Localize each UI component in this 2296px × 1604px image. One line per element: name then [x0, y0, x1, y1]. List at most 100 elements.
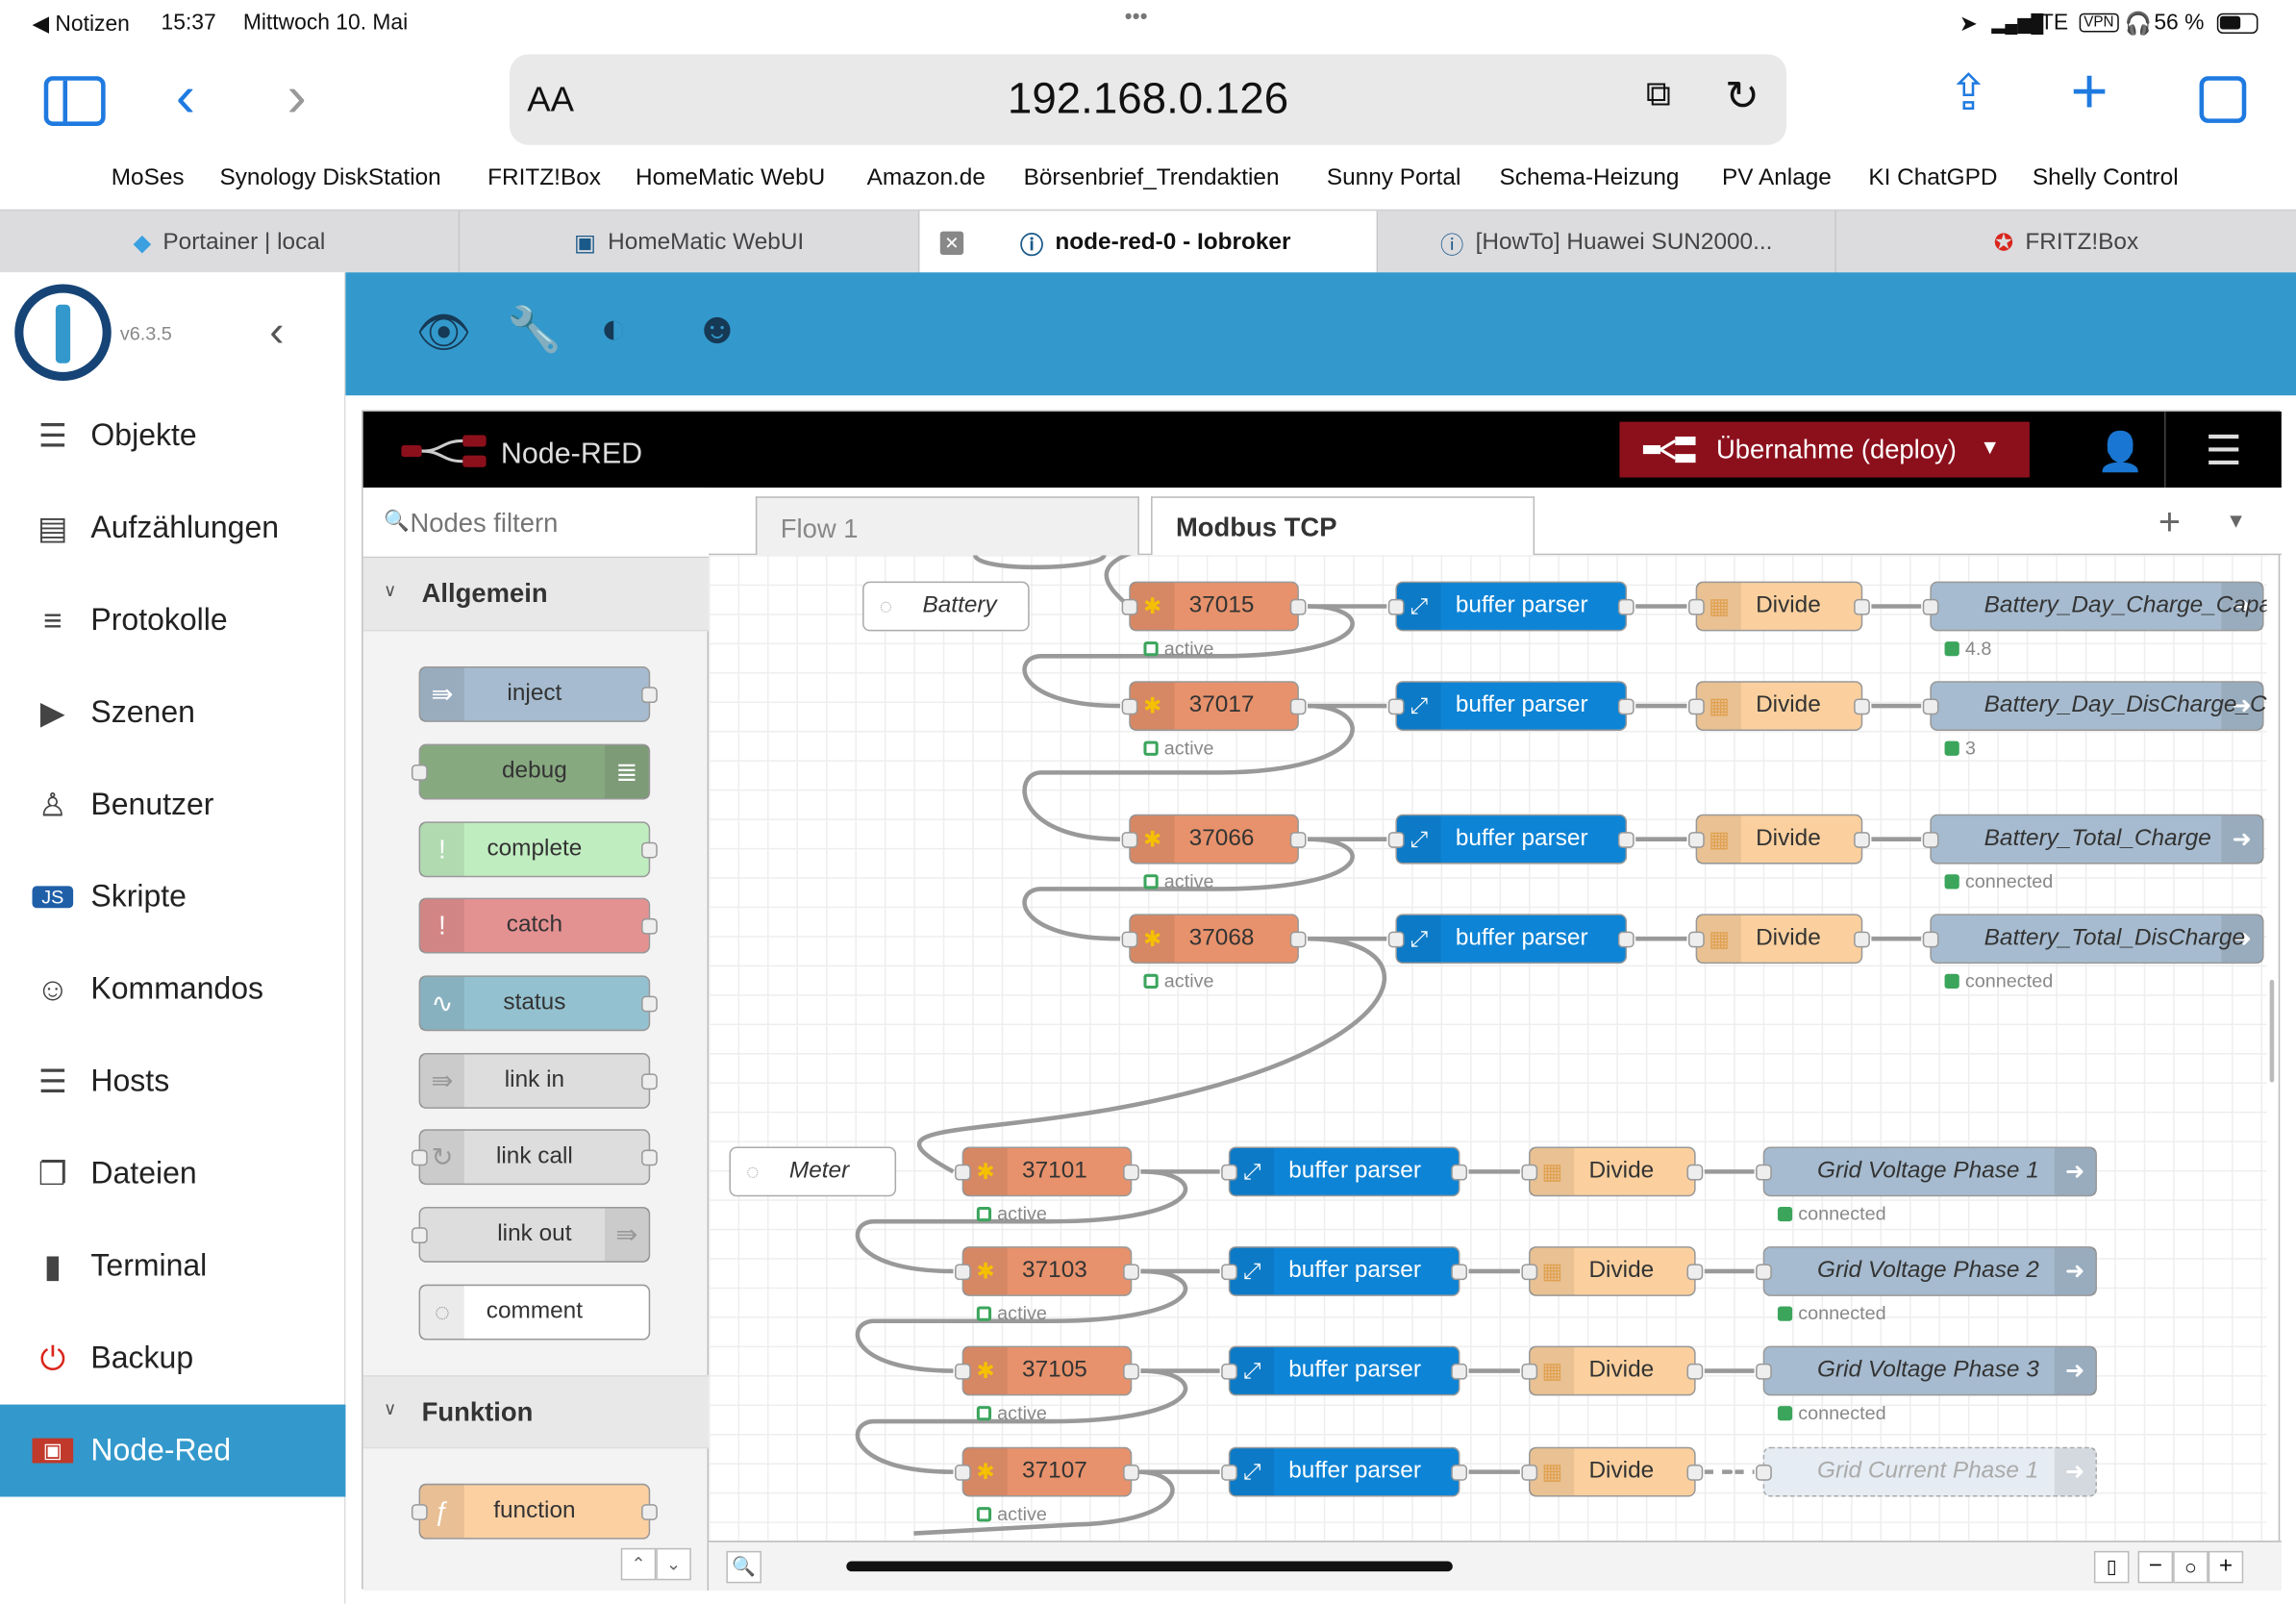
input-port[interactable]: [1521, 1363, 1538, 1380]
divide-node[interactable]: ▦ Divide: [1521, 1345, 1704, 1396]
new-tab-icon[interactable]: +: [2070, 55, 2109, 128]
modbus-getter-node[interactable]: ✱ 37068: [1121, 914, 1307, 965]
input-port[interactable]: [1121, 832, 1138, 848]
palette-node-link-call[interactable]: ↻ link call: [411, 1129, 658, 1186]
category-funktion[interactable]: ∨ Funktion: [362, 1375, 710, 1449]
modbus-getter-node[interactable]: ✱ 37015: [1121, 581, 1307, 632]
search-icon[interactable]: 🔍: [726, 1550, 761, 1584]
output-port[interactable]: [1617, 832, 1635, 848]
input-port[interactable]: [1922, 598, 1939, 615]
buffer-parser-node[interactable]: ⤢ buffer parser: [1221, 1246, 1468, 1296]
map-icon[interactable]: ▯: [2093, 1550, 2130, 1584]
expand-all-icon[interactable]: ⌃: [620, 1547, 657, 1581]
share-icon[interactable]: ⇪: [1947, 65, 1989, 122]
collapse-sidebar-icon[interactable]: ‹: [269, 307, 285, 357]
comment-node-meter[interactable]: ◌ Meter: [729, 1146, 897, 1197]
divide-node[interactable]: ▦ Divide: [1521, 1446, 1704, 1497]
bookmark[interactable]: HomeMatic WebU: [635, 165, 826, 190]
output-port[interactable]: [1617, 598, 1635, 615]
output-port[interactable]: [1123, 1264, 1139, 1281]
input-port[interactable]: [1688, 698, 1705, 715]
input-port[interactable]: [1756, 1363, 1772, 1380]
iobroker-out-node[interactable]: ➜ Grid Voltage Phase 2: [1756, 1246, 2097, 1296]
modbus-getter-node[interactable]: ✱ 37103: [954, 1246, 1139, 1296]
output-port[interactable]: [641, 1149, 658, 1166]
palette-node-status[interactable]: ∿ status: [418, 975, 658, 1032]
tab-flow-1[interactable]: Flow 1: [755, 496, 1139, 556]
input-port[interactable]: [1756, 1465, 1772, 1481]
input-port[interactable]: [1221, 1363, 1237, 1380]
palette-node-catch[interactable]: ! catch: [418, 897, 658, 954]
modbus-getter-node[interactable]: ✱ 37017: [1121, 681, 1307, 731]
iobroker-out-node[interactable]: ➜ Grid Voltage Phase 3: [1756, 1345, 2097, 1396]
url-text[interactable]: 192.168.0.126: [1007, 74, 1289, 123]
input-port[interactable]: [1387, 698, 1405, 715]
input-port[interactable]: [1221, 1164, 1237, 1181]
sidebar-item-hosts[interactable]: ☰ Hosts: [0, 1036, 345, 1128]
palette-node-debug[interactable]: ≣ debug: [411, 743, 651, 800]
buffer-parser-node[interactable]: ⤢ buffer parser: [1221, 1146, 1468, 1197]
palette-node-inject[interactable]: ⇛ inject: [418, 665, 658, 722]
output-port[interactable]: [1686, 1465, 1704, 1481]
zoom-reset-icon[interactable]: ○: [2173, 1550, 2209, 1584]
output-port[interactable]: [1617, 698, 1635, 715]
output-port[interactable]: [641, 1073, 658, 1090]
iobroker-out-node[interactable]: ➜ Battery_Total_DisCharge: [1922, 914, 2264, 965]
output-port[interactable]: [1289, 931, 1307, 948]
input-port[interactable]: [1221, 1465, 1237, 1481]
forward-icon[interactable]: ›: [287, 64, 307, 130]
input-port[interactable]: [1387, 832, 1405, 848]
output-port[interactable]: [1123, 1363, 1139, 1380]
bookmark[interactable]: Börsenbrief_Trendaktien: [1023, 165, 1280, 190]
input-port[interactable]: [1688, 598, 1705, 615]
bookmark[interactable]: Sunny Portal: [1326, 165, 1461, 190]
output-port[interactable]: [641, 995, 658, 1013]
divide-node[interactable]: ▦ Divide: [1688, 681, 1870, 731]
input-port[interactable]: [1521, 1164, 1538, 1181]
deploy-button[interactable]: Übernahme (deploy) ▼: [1619, 421, 2030, 478]
iobroker-out-node[interactable]: ➜ Grid Current Phase 1: [1756, 1446, 2097, 1497]
add-flow-icon[interactable]: +: [2158, 499, 2182, 544]
input-port[interactable]: [1121, 698, 1138, 715]
output-port[interactable]: [1451, 1264, 1468, 1281]
menu-icon[interactable]: ☰: [2205, 427, 2242, 473]
sidebar-item-skripte[interactable]: JS Skripte: [0, 851, 345, 943]
input-port[interactable]: [1756, 1264, 1772, 1281]
divide-node[interactable]: ▦ Divide: [1688, 814, 1870, 865]
palette-node-function[interactable]: ƒ function: [411, 1483, 658, 1540]
browser-tab[interactable]: ✪ FRITZ!Box: [1993, 229, 2139, 256]
extension-icon[interactable]: ⧉: [1645, 74, 1671, 114]
input-port[interactable]: [1387, 598, 1405, 615]
eye-icon[interactable]: 👁: [415, 309, 472, 358]
buffer-parser-node[interactable]: ⤢ buffer parser: [1221, 1345, 1468, 1396]
buffer-parser-node[interactable]: ⤢ buffer parser: [1387, 681, 1635, 731]
input-port[interactable]: [954, 1465, 971, 1481]
close-tab-icon[interactable]: ✕: [939, 230, 964, 255]
vertical-scrollbar[interactable]: [2269, 979, 2275, 1083]
palette-node-complete[interactable]: ! complete: [418, 821, 658, 878]
reader-text-size-button[interactable]: AA: [527, 80, 575, 120]
input-port[interactable]: [1121, 931, 1138, 948]
multitask-dots[interactable]: •••: [1124, 4, 1148, 30]
input-port[interactable]: [1688, 832, 1705, 848]
input-port[interactable]: [954, 1363, 971, 1380]
iobroker-out-node[interactable]: ➜ Battery_Day_DisCharge_Ca: [1922, 681, 2267, 731]
sidebar-item-aufzählungen[interactable]: ▤ Aufzählungen: [0, 482, 345, 574]
sidebar-item-objekte[interactable]: ☰ Objekte: [0, 389, 345, 482]
input-port[interactable]: [954, 1264, 971, 1281]
modbus-getter-node[interactable]: ✱ 37105: [954, 1345, 1139, 1396]
brightness-icon[interactable]: ◐: [600, 304, 628, 354]
zoom-out-icon[interactable]: −: [2137, 1550, 2174, 1584]
iobroker-out-node[interactable]: ➜ Grid Voltage Phase 1: [1756, 1146, 2097, 1197]
output-port[interactable]: [1854, 931, 1870, 948]
bookmark[interactable]: Shelly Control: [2032, 165, 2179, 190]
tab-modbus-tcp[interactable]: Modbus TCP: [1151, 496, 1535, 557]
bookmark[interactable]: Amazon.de: [866, 165, 986, 190]
horizontal-scrollbar[interactable]: [846, 1561, 1453, 1572]
input-port[interactable]: [411, 1149, 428, 1166]
deploy-dropdown-icon[interactable]: ▼: [1980, 435, 2001, 459]
bookmark[interactable]: PV Anlage: [1722, 165, 1832, 190]
sidebar-item-kommandos[interactable]: ☺ Kommandos: [0, 943, 345, 1036]
input-port[interactable]: [1387, 931, 1405, 948]
output-port[interactable]: [641, 917, 658, 935]
